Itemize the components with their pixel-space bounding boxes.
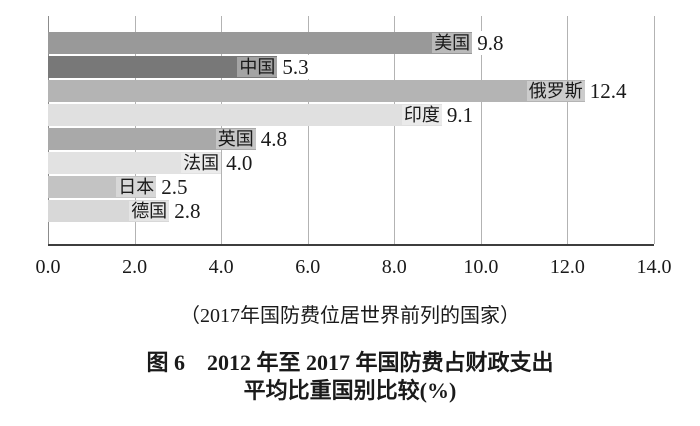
bar-日本: 日本 2.5: [48, 175, 192, 199]
bar-category-label: 中国: [237, 57, 278, 77]
bar-法国: 法国 4.0: [48, 151, 257, 175]
bar-value-label: 4.8: [257, 127, 292, 151]
bar-value-label: 2.5: [158, 175, 192, 199]
bar-value-label: 4.0: [223, 151, 257, 175]
bar-value-label: 2.8: [171, 199, 205, 223]
gridline: [654, 16, 655, 244]
gridline: [567, 16, 569, 244]
x-tick-label: 2.0: [122, 256, 148, 278]
x-tick-label: 14.0: [636, 256, 672, 278]
bar-德国: 德国 2.8: [48, 199, 205, 223]
bar-value-label: 5.3: [279, 55, 313, 79]
bar-中国: 中国 5.3: [48, 55, 313, 79]
gridline: [394, 16, 396, 244]
bar-英国: 英国 4.8: [48, 127, 292, 151]
bar-category-label: 英国: [215, 129, 256, 149]
bar-value-label: 9.1: [443, 103, 478, 127]
gridline: [307, 16, 309, 244]
bar-印度: 印度 9.1: [48, 103, 478, 127]
x-tick-label: 4.0: [208, 256, 234, 278]
chart-plot-area: 美国 9.8 中国 5.3 俄罗斯 12.4 印度 9.1 英国 4.8 法国 4.0 日本 2.5 德国 2…: [48, 16, 655, 246]
gridline: [480, 16, 482, 244]
x-tick-label: 0.0: [35, 256, 61, 278]
bar-category-label: 俄罗斯: [526, 81, 585, 101]
bar-category-label: 印度: [401, 105, 442, 125]
figure-caption-line2: 平均比重国别比较(%): [243, 378, 457, 403]
figure-caption-line1: 图 6 2012 年至 2017 年国防费占财政支出: [146, 350, 554, 375]
bar-category-label: 美国: [432, 33, 473, 53]
x-tick-label: 6.0: [295, 256, 321, 278]
bar-category-label: 德国: [129, 201, 170, 221]
bar-value-label: 9.8: [474, 31, 508, 55]
x-tick-label: 8.0: [381, 256, 407, 278]
chart-note: （2017年国防费位居世界前列的国家）: [180, 305, 520, 327]
bar-value-label: 12.4: [586, 79, 631, 103]
bar-category-label: 日本: [116, 177, 157, 197]
bar-俄罗斯: 俄罗斯 12.4: [48, 79, 631, 103]
x-tick-label: 12.0: [549, 256, 585, 278]
bar-美国: 美国 9.8: [48, 31, 508, 55]
x-tick-label: 10.0: [463, 256, 499, 278]
bar-category-label: 法国: [181, 153, 222, 173]
